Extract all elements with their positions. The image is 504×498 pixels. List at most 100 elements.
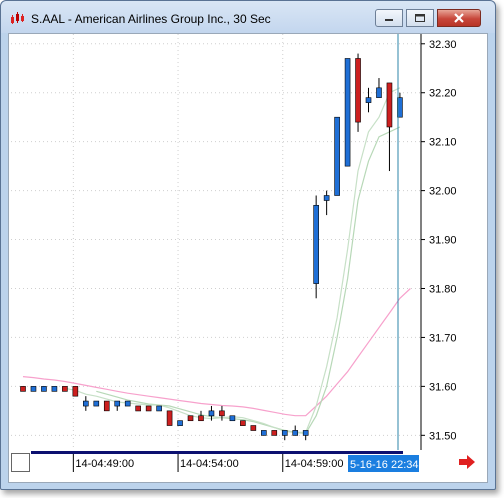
candle[interactable]	[323, 190, 330, 216]
candle[interactable]	[229, 415, 236, 422]
candle-body-up	[313, 204, 319, 284]
candle[interactable]	[135, 405, 141, 412]
candle[interactable]	[103, 400, 110, 412]
time-axis[interactable]: 14-04:49:00 14-04:54:00 14-04:59:00 5-16-16…	[9, 450, 487, 482]
time-scroll-bar[interactable]	[31, 451, 403, 454]
candle[interactable]	[281, 430, 288, 441]
candle[interactable]	[145, 405, 152, 412]
time-tick-label: 14-04:54:00	[180, 458, 239, 470]
candle-body-up	[281, 430, 288, 436]
candle-body-down	[198, 415, 204, 422]
candle[interactable]	[397, 92, 403, 118]
candle-body-up	[93, 400, 100, 407]
moving-averages	[22, 87, 411, 435]
candle[interactable]	[271, 430, 278, 436]
candle[interactable]	[51, 386, 58, 392]
candle[interactable]	[313, 195, 319, 299]
scroll-right-arrow-icon[interactable]	[459, 455, 475, 469]
candle[interactable]	[292, 425, 299, 436]
chart-area[interactable]: 32.30 32.20 32.10 32.00 31.90 31.80 31.70 31.60…	[8, 33, 488, 483]
price-tick-label: 32.30	[429, 39, 457, 51]
candle-body-down	[187, 415, 194, 422]
close-button[interactable]	[437, 9, 481, 27]
close-icon	[454, 13, 464, 23]
candle[interactable]	[72, 386, 79, 397]
price-tick-label: 31.90	[429, 235, 457, 247]
candle[interactable]	[365, 87, 372, 113]
candlestick-chart[interactable]: 32.30 32.20 32.10 32.00 31.90 31.80 31.70 31.60…	[9, 34, 487, 482]
candle-body-up	[397, 97, 403, 118]
time-tick-label: 14-04:49:00	[75, 458, 134, 470]
candle-body-up	[323, 195, 330, 201]
candle[interactable]	[302, 430, 309, 441]
candle[interactable]	[261, 430, 267, 436]
candle-body-down	[240, 420, 246, 426]
candle[interactable]	[20, 386, 26, 392]
ma-mid-line	[96, 126, 401, 435]
candle-body-up	[83, 400, 89, 407]
candle-body-up	[156, 405, 162, 412]
candle[interactable]	[93, 400, 100, 407]
candle-body-down	[135, 405, 141, 412]
candle[interactable]	[177, 420, 183, 426]
candle-body-up	[124, 400, 131, 407]
price-tick-label: 32.00	[429, 186, 457, 198]
minimize-button[interactable]	[375, 9, 403, 27]
app-icon	[11, 12, 24, 24]
candle[interactable]	[240, 420, 246, 426]
chart-window: S.AAL - American Airlines Group Inc., 30…	[0, 0, 496, 490]
candle[interactable]	[198, 410, 204, 422]
price-tick-label: 31.80	[429, 283, 457, 295]
candle-body-up	[365, 97, 372, 103]
candle[interactable]	[30, 386, 37, 392]
candle-body-down	[72, 386, 79, 397]
candle-body-down	[20, 386, 26, 392]
candle[interactable]	[166, 410, 173, 426]
cursor-time-label: 5-16-16 22:34:00	[350, 459, 434, 471]
candle[interactable]	[250, 425, 257, 431]
price-tick-label: 31.50	[429, 430, 457, 442]
candle-body-down	[250, 425, 257, 431]
candle-body-up	[302, 430, 309, 436]
candle[interactable]	[344, 58, 351, 167]
price-tick-label: 31.60	[429, 381, 457, 393]
title-bar[interactable]: S.AAL - American Airlines Group Inc., 30…	[1, 1, 495, 33]
candle[interactable]	[124, 400, 131, 407]
candle-body-down	[166, 410, 173, 426]
candle-body-down	[219, 410, 225, 417]
candle[interactable]	[386, 82, 393, 172]
candle[interactable]	[62, 386, 68, 392]
candle[interactable]	[334, 116, 340, 196]
time-tick-label: 14-04:59:00	[285, 458, 344, 470]
candle-body-up	[334, 116, 340, 196]
maximize-icon	[415, 14, 425, 22]
grid-lines	[11, 34, 421, 450]
candle[interactable]	[187, 415, 194, 422]
candle[interactable]	[376, 78, 382, 98]
candle[interactable]	[219, 405, 225, 421]
maximize-button[interactable]	[406, 9, 434, 27]
price-tick-label: 32.10	[429, 137, 457, 149]
candle[interactable]	[41, 386, 47, 392]
window-title: S.AAL - American Airlines Group Inc., 30…	[31, 12, 271, 26]
candle[interactable]	[83, 396, 89, 411]
price-tick-label: 31.70	[429, 332, 457, 344]
candles	[20, 53, 403, 441]
ma-slow-line	[22, 288, 411, 417]
price-tick-label: 32.20	[429, 88, 457, 100]
candle-body-up	[208, 410, 215, 417]
candle[interactable]	[114, 400, 121, 411]
candle[interactable]	[355, 53, 361, 132]
candle-body-down	[355, 58, 361, 123]
corner-box[interactable]	[11, 453, 30, 472]
candle-body-up	[229, 415, 236, 422]
candle-body-up	[376, 87, 382, 98]
candle-body-up	[114, 400, 121, 407]
candle-body-up	[344, 58, 351, 167]
candle[interactable]	[156, 405, 162, 412]
price-axis[interactable]: 32.30 32.20 32.10 32.00 31.90 31.80 31.70 31.60…	[420, 34, 457, 450]
candle[interactable]	[208, 405, 215, 421]
candle-body-up	[261, 430, 267, 436]
candle-body-up	[177, 420, 183, 426]
candle-body-down	[62, 386, 68, 392]
